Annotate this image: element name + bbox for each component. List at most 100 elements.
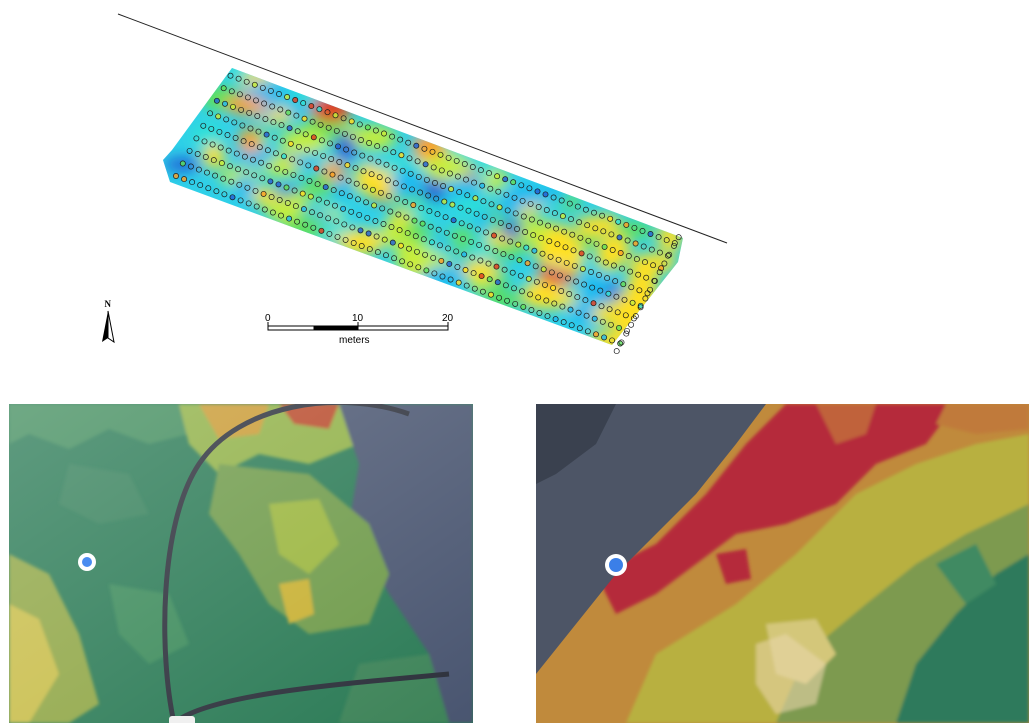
sample-point	[292, 203, 299, 210]
sample-point	[293, 112, 300, 119]
sample-point	[593, 240, 600, 247]
scale-bar: 0 10 20 meters	[265, 313, 454, 346]
sample-point	[500, 251, 507, 258]
sample-point	[642, 259, 648, 266]
sample-point	[297, 159, 304, 166]
sample-points	[173, 72, 682, 355]
sample-point	[656, 249, 663, 256]
sample-point	[556, 272, 563, 279]
sample-point	[494, 279, 501, 286]
sample-point	[486, 276, 493, 283]
sample-point	[536, 310, 543, 316]
surface-patch	[424, 153, 470, 182]
sample-point	[598, 303, 605, 310]
sample-point	[230, 103, 236, 110]
sample-point	[262, 116, 269, 122]
sample-point	[415, 173, 422, 180]
sample-point	[655, 234, 662, 241]
sample-point	[256, 144, 263, 151]
sample-point	[308, 103, 315, 110]
sample-point	[348, 208, 355, 215]
sample-point	[379, 205, 386, 212]
sample-point	[573, 278, 580, 285]
sample-point	[569, 231, 576, 238]
sample-point	[651, 278, 658, 284]
sample-point	[628, 321, 635, 328]
sample-point	[351, 149, 358, 156]
sample-point	[252, 187, 259, 194]
sample-point	[305, 162, 312, 169]
sample-point	[445, 154, 452, 161]
sample-point	[614, 309, 621, 316]
sample-point	[372, 218, 379, 224]
sample-point	[494, 173, 501, 180]
sample-point	[477, 167, 484, 174]
scale-tick-0: 0	[265, 313, 271, 324]
sample-point	[227, 72, 234, 79]
sample-point	[232, 135, 239, 141]
sample-point	[430, 254, 437, 261]
sample-point	[433, 195, 440, 202]
sample-point	[397, 136, 404, 143]
sample-point	[307, 193, 314, 200]
sample-point	[366, 246, 373, 253]
sample-point	[471, 285, 478, 292]
surface-patch	[442, 177, 486, 197]
sample-point	[639, 228, 646, 234]
sample-point	[447, 276, 454, 283]
surface-patch	[594, 214, 619, 235]
scale-unit-label: meters	[339, 335, 370, 346]
sample-point	[671, 240, 678, 247]
sample-point	[317, 121, 324, 128]
sample-point	[309, 118, 316, 125]
sample-point	[551, 300, 558, 307]
sample-point	[235, 166, 242, 173]
sample-point	[210, 157, 217, 164]
sample-point	[455, 279, 462, 286]
sample-point	[332, 202, 338, 209]
sample-point	[517, 272, 524, 279]
sample-point	[607, 321, 614, 328]
sample-point	[592, 225, 599, 232]
sample-point	[359, 152, 366, 159]
sample-point	[264, 147, 271, 154]
sample-point	[488, 201, 495, 208]
sample-point	[247, 125, 254, 132]
sample-point	[535, 204, 542, 210]
sample-point	[585, 237, 592, 244]
sample-point	[173, 173, 179, 179]
sample-point	[648, 246, 655, 253]
sample-point	[253, 203, 260, 210]
sample-point	[550, 284, 557, 291]
sample-point	[348, 118, 355, 125]
sample-point	[260, 190, 267, 197]
sample-point	[403, 214, 410, 221]
sample-point	[468, 238, 475, 245]
sample-point	[286, 125, 293, 132]
sample-point	[281, 153, 287, 160]
sample-point	[437, 151, 444, 158]
sample-point	[259, 175, 266, 182]
sample-point	[432, 180, 438, 186]
sample-point	[558, 197, 565, 204]
sample-point	[435, 226, 442, 233]
sample-point	[287, 140, 294, 147]
sample-point	[423, 176, 430, 183]
sample-point	[518, 182, 525, 189]
sample-point	[224, 132, 231, 138]
sample-point	[431, 270, 438, 277]
sample-point	[540, 266, 547, 273]
sample-point	[495, 188, 502, 195]
sample-point	[446, 260, 453, 267]
sample-point	[396, 227, 403, 234]
sample-point	[559, 213, 566, 220]
sample-point	[292, 97, 299, 103]
sample-point	[472, 195, 479, 202]
sample-point	[554, 241, 561, 248]
sample-point	[665, 252, 671, 259]
sample-point	[213, 188, 220, 195]
sample-point	[235, 75, 242, 82]
sample-point	[261, 206, 268, 213]
sample-point	[627, 268, 634, 275]
sample-point	[565, 275, 571, 282]
